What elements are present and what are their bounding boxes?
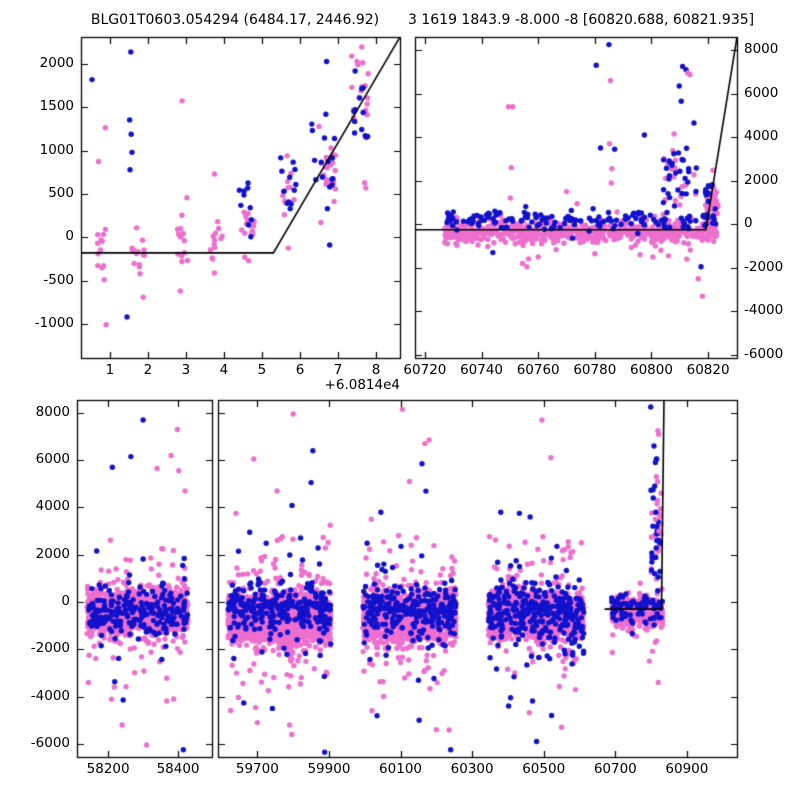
bottom-left-ytick-label: -6000 xyxy=(30,734,70,751)
top-left-ytick-label: -1000 xyxy=(34,314,74,331)
top-left-xtick-label: 3 xyxy=(181,362,191,378)
bottom-left-ytick-label: 0 xyxy=(61,593,70,609)
bottom-left-ytick-label: -4000 xyxy=(30,687,70,704)
top-right-xtick-label: 60740 xyxy=(460,362,504,378)
top-right-ytick-label: 0 xyxy=(744,215,753,232)
top-left-plot-title: BLG01T0603.054294 (6484.17, 2446.92) xyxy=(90,12,380,28)
top-left-ytick-label: 1500 xyxy=(39,98,74,115)
top-left-xtick-label: 5 xyxy=(257,362,267,378)
bottom-right-xtick-label: 60900 xyxy=(665,761,709,777)
bottom-left-ytick-label: 2000 xyxy=(35,545,70,562)
top-right-plot-title: 3 1619 1843.9 -8.000 -8 [60820.688, 6082… xyxy=(408,12,755,28)
top-right-xtick-label: 60760 xyxy=(516,362,560,378)
top-left-xtick-label: 8 xyxy=(371,362,381,378)
bottom-right-xtick-label: 59700 xyxy=(235,761,279,777)
top-left-x-offset-label: +6.0814e4 xyxy=(324,377,400,393)
bottom-left-xtick-label: 58400 xyxy=(156,761,200,777)
bottom-left-ytick-label: 8000 xyxy=(35,403,70,420)
top-right-xtick-label: 60720 xyxy=(403,362,447,378)
bottom-right-xtick-label: 60300 xyxy=(450,761,494,777)
top-right-xtick-label: 60800 xyxy=(629,362,673,378)
bottom-left-ytick-label: -2000 xyxy=(30,640,70,657)
top-left-xtick-label: 1 xyxy=(105,362,115,378)
top-left-xtick-label: 2 xyxy=(143,362,153,378)
top-left-ytick-label: 0 xyxy=(65,228,74,245)
bottom-right-xtick-label: 60100 xyxy=(379,761,422,777)
bottom-left-ytick-label: 4000 xyxy=(35,498,70,515)
top-right-ytick-label: 8000 xyxy=(744,41,779,58)
bottom-left-ytick-label: 6000 xyxy=(35,451,70,468)
top-right-ytick-label: 4000 xyxy=(744,128,779,145)
top-right-ytick-label: 6000 xyxy=(744,84,779,101)
top-right-ytick-label: 2000 xyxy=(744,171,779,188)
top-left-ytick-label: 500 xyxy=(48,184,74,201)
bottom-left-xtick-label: 58200 xyxy=(86,761,130,777)
top-right-xtick-label: 60780 xyxy=(573,362,617,378)
bottom-right-xtick-label: 59900 xyxy=(307,761,351,777)
bottom-right-xtick-label: 60700 xyxy=(593,761,637,777)
top-left-xtick-label: 4 xyxy=(219,362,229,378)
top-left-ytick-label: 1000 xyxy=(39,141,74,158)
top-left-xtick-label: 6 xyxy=(295,362,305,378)
top-right-ytick-label: -4000 xyxy=(744,302,784,319)
top-left-ytick-label: -500 xyxy=(43,271,74,288)
top-left-xtick-label: 7 xyxy=(333,362,343,378)
bottom-right-xtick-label: 60500 xyxy=(522,761,566,777)
top-left-ytick-label: 2000 xyxy=(39,55,74,72)
top-right-ytick-label: -6000 xyxy=(744,345,784,362)
top-right-ytick-label: -2000 xyxy=(744,258,784,275)
top-right-xtick-label: 60820 xyxy=(686,362,730,378)
